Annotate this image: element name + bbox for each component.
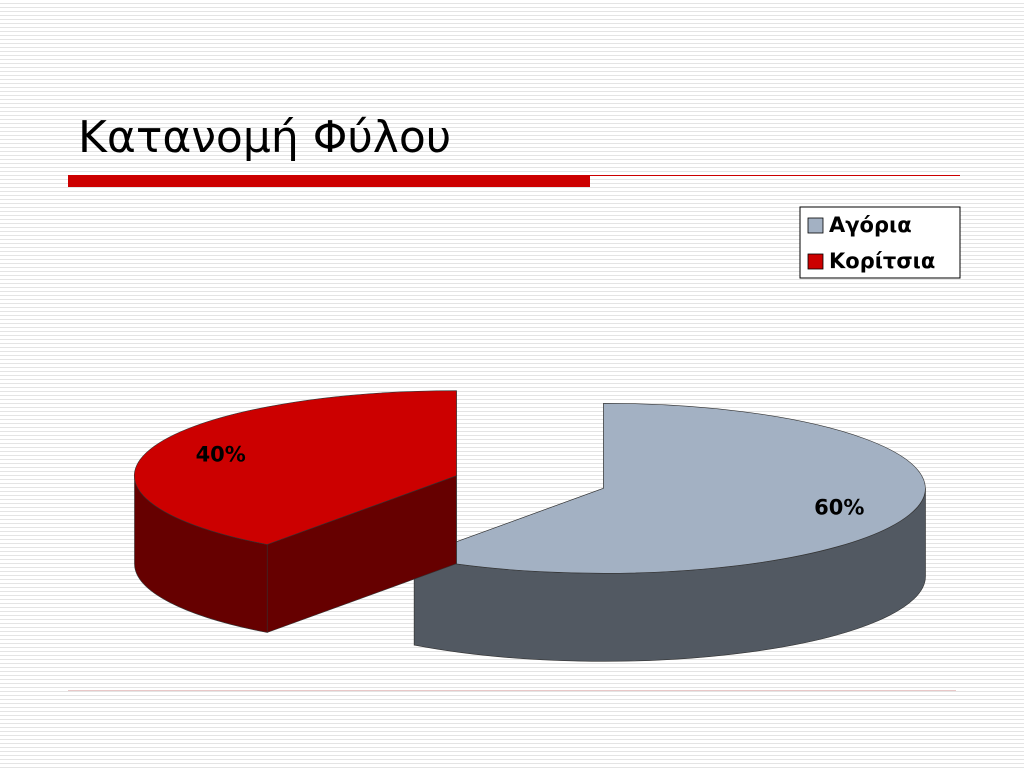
legend-swatch xyxy=(807,253,824,270)
legend-swatch xyxy=(807,217,824,234)
legend-label: Κορίτσια xyxy=(829,249,935,273)
slice xyxy=(134,390,457,545)
legend-label: Αγόρια xyxy=(829,213,912,237)
data-label: 60% xyxy=(814,496,864,520)
title-bar xyxy=(68,175,590,187)
slice xyxy=(413,402,926,574)
data-label: 40% xyxy=(196,442,246,466)
legend xyxy=(799,206,961,279)
chart-title: Κατανομή Φύλου xyxy=(78,112,451,163)
